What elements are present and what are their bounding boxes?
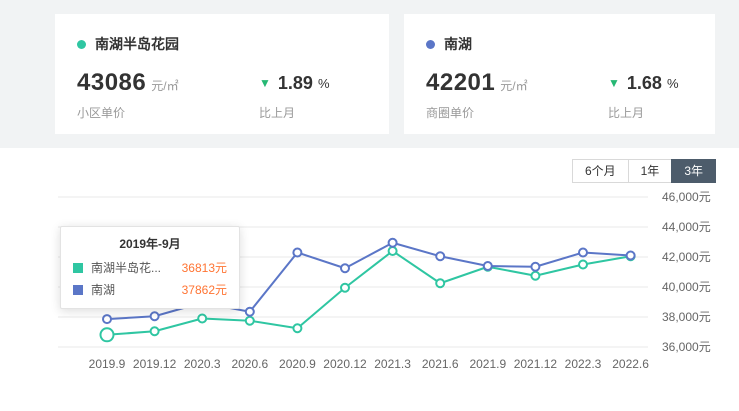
y-axis-label: 38,000元	[662, 310, 711, 324]
data-point-community[interactable]	[99, 327, 115, 343]
data-point-community[interactable]	[340, 282, 350, 293]
chart-tooltip: 2019年-9月 南湖半岛花... 36813元 南湖 37862元	[60, 226, 240, 309]
down-triangle-icon: ▼	[259, 76, 271, 90]
community-price-value: 43086	[77, 69, 147, 96]
district-change-unit: %	[666, 75, 679, 91]
data-point-community[interactable]	[149, 326, 160, 337]
data-point-community[interactable]	[244, 315, 255, 326]
community-change-unit: %	[317, 75, 330, 91]
x-axis-label: 2021.3	[374, 357, 411, 371]
community-change-value: 1.89	[277, 72, 313, 93]
x-axis-label: 2020.3	[184, 357, 221, 371]
data-point-community[interactable]	[578, 259, 588, 270]
tooltip-community-name: 南湖半岛花...	[91, 261, 162, 275]
tab-1-year[interactable]: 1年	[627, 159, 673, 183]
community-name: 南湖半岛花园	[95, 36, 179, 52]
data-point-district[interactable]	[102, 314, 112, 325]
down-triangle-icon: ▼	[608, 76, 620, 90]
tooltip-district-name: 南湖	[91, 283, 116, 297]
tab-3-years[interactable]: 3年	[671, 159, 716, 183]
y-axis-label: 46,000元	[662, 190, 711, 204]
y-axis-label: 44,000元	[662, 220, 711, 234]
district-change-label: 比上月	[608, 106, 645, 120]
data-point-district[interactable]	[244, 306, 255, 317]
y-axis-label: 42,000元	[662, 250, 711, 264]
data-point-district[interactable]	[625, 250, 636, 261]
tooltip-district-value: 37862元	[181, 283, 227, 297]
tooltip-row-community: 南湖半岛花... 36813元	[73, 259, 227, 276]
summary-band: 南湖半岛花园 43086 元/㎡ 小区单价 ▼ 1.89% 比上月 南湖	[0, 0, 739, 148]
district-price-label: 商圈单价	[426, 106, 475, 120]
data-point-district[interactable]	[482, 261, 493, 271]
tab-6-months[interactable]: 6个月	[571, 159, 629, 183]
data-point-community[interactable]	[435, 278, 446, 289]
series-line-community	[106, 250, 631, 336]
data-point-district[interactable]	[292, 247, 303, 258]
x-axis-label: 2021.9	[469, 357, 506, 371]
district-price-value: 42201	[426, 69, 496, 96]
community-series-dot-icon	[77, 39, 86, 49]
y-axis-label: 36,000元	[662, 340, 711, 354]
community-price-label: 小区单价	[77, 106, 126, 120]
district-price-card: 南湖 42201 元/㎡ 商圈单价 ▼ 1.68% 比上月	[404, 14, 715, 134]
district-name: 南湖	[444, 36, 472, 52]
community-price-unit: 元/㎡	[151, 79, 179, 93]
community-change-label: 比上月	[259, 106, 296, 120]
data-point-district[interactable]	[149, 311, 160, 322]
data-point-district[interactable]	[340, 263, 350, 274]
price-trend-chart[interactable]: 36,000元 38,000元 40,000元 42,000元 44,000元 46,00…	[0, 150, 739, 411]
x-axis-label: 2022.3	[565, 357, 602, 371]
data-point-district[interactable]	[530, 261, 541, 272]
tooltip-row-district: 南湖 37862元	[73, 281, 227, 298]
time-range-tabs: 6个月 1年 3年	[571, 159, 716, 183]
tooltip-date: 2019年-9月	[119, 237, 181, 251]
x-axis-label: 2022.6	[612, 357, 649, 371]
data-point-community[interactable]	[292, 323, 303, 334]
district-legend-swatch-icon	[73, 284, 83, 295]
x-axis-label: 2020.12	[323, 357, 367, 371]
data-point-community[interactable]	[197, 313, 208, 324]
x-axis-label: 2019.12	[133, 357, 177, 371]
x-axis-label: 2021.12	[514, 357, 558, 371]
x-axis-label: 2019.9	[89, 357, 126, 371]
x-axis-label: 2021.6	[422, 357, 459, 371]
district-series-dot-icon	[426, 39, 435, 49]
community-legend-swatch-icon	[73, 262, 83, 273]
tooltip-community-value: 36813元	[181, 261, 227, 275]
community-price-card: 南湖半岛花园 43086 元/㎡ 小区单价 ▼ 1.89% 比上月	[55, 14, 389, 134]
data-point-district[interactable]	[435, 251, 446, 262]
data-point-district[interactable]	[387, 237, 398, 248]
data-point-community[interactable]	[387, 246, 398, 256]
data-point-community[interactable]	[530, 270, 541, 281]
x-axis-label: 2020.9	[279, 357, 316, 371]
data-point-district[interactable]	[578, 247, 588, 258]
district-price-unit: 元/㎡	[500, 79, 528, 93]
y-axis-label: 40,000元	[662, 280, 711, 294]
district-change-value: 1.68	[626, 72, 662, 93]
x-axis-label: 2020.6	[231, 357, 268, 371]
